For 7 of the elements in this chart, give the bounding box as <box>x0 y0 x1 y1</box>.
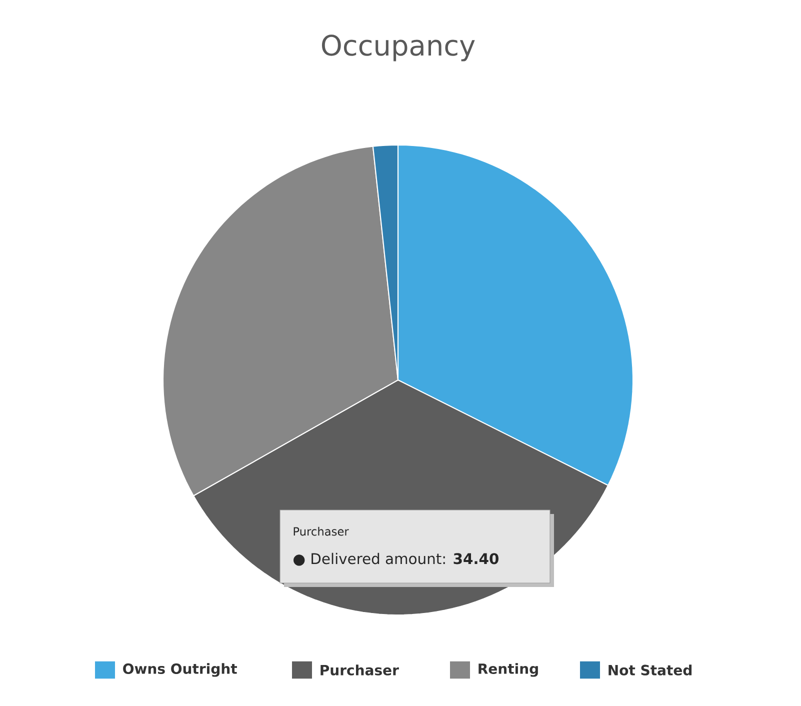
legend-label: Not Stated <box>608 664 692 676</box>
legend-label: Renting <box>478 663 538 677</box>
text: Purchaser <box>294 526 349 536</box>
legend-label: Owns Outright <box>123 663 237 677</box>
chart-title: Occupancy <box>322 34 475 62</box>
legend-label: Purchaser <box>320 664 399 676</box>
text: ● Delivered amount: 34.40 <box>294 552 498 566</box>
